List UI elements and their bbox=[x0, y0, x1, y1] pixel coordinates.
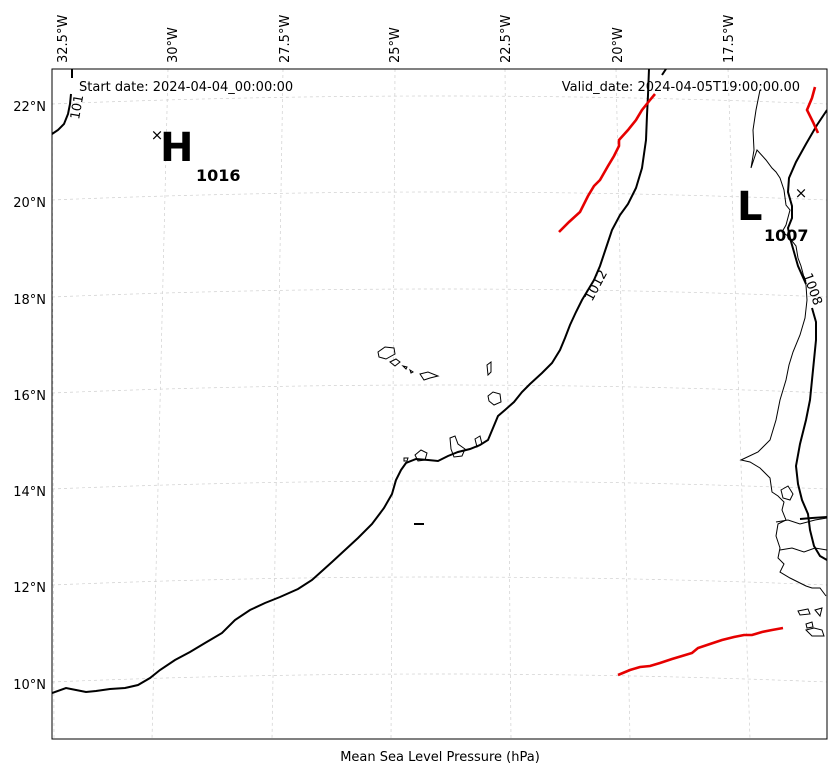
island-branco bbox=[409, 368, 414, 374]
isobar-1008-north bbox=[786, 109, 827, 285]
contour-label-101: 101 bbox=[68, 94, 87, 121]
high-center-letter: H bbox=[160, 125, 193, 171]
meridian-32-5w bbox=[52, 69, 55, 739]
cape-verde-islands bbox=[377, 346, 502, 462]
longitude-axis: 32.5°W 30°W 27.5°W 25°W 22.5°W 20°W 17.5… bbox=[56, 15, 737, 63]
meridian-17-5w bbox=[727, 69, 751, 739]
meridian-22-5w bbox=[504, 69, 512, 739]
parallel-20n bbox=[52, 191, 827, 201]
meridian-25w bbox=[390, 69, 396, 739]
island-brava bbox=[403, 457, 409, 462]
start-date-label: Start date: 2024-04-04_00:00:00 bbox=[79, 80, 293, 95]
lon-label-17-5w: 17.5°W bbox=[722, 15, 737, 63]
lat-label-18n: 18°N bbox=[13, 293, 46, 308]
coast-gambia bbox=[775, 517, 827, 525]
contour-label-1008: 1008 bbox=[799, 271, 824, 307]
parallel-10n bbox=[52, 673, 827, 683]
parallel-14n bbox=[52, 480, 827, 490]
lon-label-25w: 25°W bbox=[388, 27, 403, 63]
low-center-marker: × bbox=[795, 184, 808, 202]
contour-label-1012: 1012 bbox=[582, 268, 611, 304]
lat-label-16n: 16°N bbox=[13, 389, 46, 404]
coast-bijagos-4 bbox=[805, 627, 825, 637]
map-area: 101 1012 1008 × H 1016 × L 1007 bbox=[52, 69, 827, 739]
front-northeast-segment bbox=[805, 86, 820, 134]
fronts bbox=[558, 86, 820, 677]
lat-label-22n: 22°N bbox=[13, 100, 46, 115]
african-coastline bbox=[739, 89, 827, 637]
lon-label-22-5w: 22.5°W bbox=[499, 15, 514, 63]
parallel-22n bbox=[52, 95, 827, 105]
lon-label-20w: 20°W bbox=[611, 27, 626, 63]
high-center-marker: × bbox=[151, 126, 164, 144]
meridian-20w bbox=[615, 69, 631, 739]
isobar-top-fragment bbox=[661, 69, 667, 76]
isobar-1016-corner bbox=[52, 93, 72, 135]
graticule bbox=[52, 69, 827, 739]
island-santo-antao bbox=[377, 346, 396, 360]
low-center-value: 1007 bbox=[764, 226, 809, 245]
low-pressure-center: × L 1007 bbox=[737, 184, 809, 245]
meridian-27-5w bbox=[271, 69, 284, 739]
island-sao-vicente bbox=[389, 358, 401, 367]
coast-mauritania-senegal bbox=[739, 89, 827, 597]
coast-bijagos-2 bbox=[814, 607, 823, 618]
coast-bijagos-1 bbox=[797, 608, 811, 616]
lat-label-12n: 12°N bbox=[13, 581, 46, 596]
isobar-1008-south bbox=[794, 307, 827, 561]
island-sal bbox=[486, 361, 492, 377]
map-caption: Mean Sea Level Pressure (hPa) bbox=[340, 750, 540, 765]
lat-label-10n: 10°N bbox=[13, 678, 46, 693]
coast-senegal-inland bbox=[780, 485, 794, 501]
coast-guinea-bissau bbox=[779, 547, 827, 553]
valid-date-label: Valid_date: 2024-04-05T19:00:00.00 bbox=[562, 80, 800, 95]
front-northwest-segment bbox=[558, 93, 656, 233]
lon-label-27-5w: 27.5°W bbox=[278, 15, 293, 63]
coast-bijagos-3 bbox=[805, 621, 814, 629]
low-center-letter: L bbox=[737, 184, 763, 230]
high-center-value: 1016 bbox=[196, 166, 241, 185]
high-pressure-center: × H 1016 bbox=[151, 125, 241, 185]
isobar-1008-gambia bbox=[799, 516, 827, 520]
front-south-segment bbox=[617, 626, 784, 677]
meridian-30w bbox=[151, 69, 169, 739]
isobar-1012 bbox=[52, 69, 650, 694]
lat-label-14n: 14°N bbox=[13, 485, 46, 500]
lat-label-20n: 20°N bbox=[13, 196, 46, 211]
isobars bbox=[52, 69, 827, 694]
lon-label-32-5w: 32.5°W bbox=[56, 15, 71, 63]
island-santa-luzia bbox=[401, 365, 408, 370]
latitude-axis: 22°N 20°N 18°N 16°N 14°N 12°N 10°N bbox=[13, 100, 46, 693]
parallel-12n bbox=[52, 576, 827, 586]
parallel-18n bbox=[52, 288, 827, 298]
map-frame bbox=[51, 68, 828, 740]
island-boa-vista bbox=[487, 391, 502, 406]
lon-label-30w: 30°W bbox=[166, 27, 181, 63]
parallel-16n bbox=[52, 384, 827, 394]
island-santiago bbox=[449, 435, 466, 458]
island-sao-nicolau bbox=[419, 371, 440, 381]
